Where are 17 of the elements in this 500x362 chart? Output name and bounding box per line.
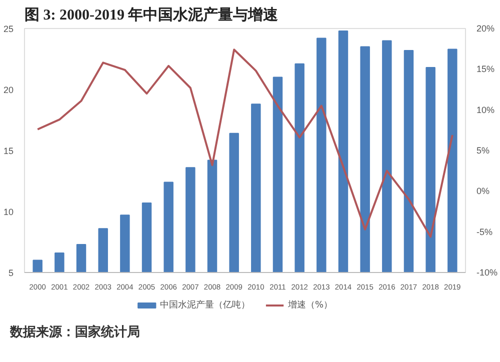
y-tick-label: 25 [3, 24, 14, 34]
y2-tick-label: 0% [476, 186, 490, 196]
legend-label: 中国水泥产量（亿吨） [160, 300, 250, 310]
y-tick-label: 15 [3, 146, 14, 156]
y-tick-label: 10 [3, 207, 14, 217]
y2-tick-label: 5% [476, 146, 490, 156]
y2-tick-label: -5% [476, 226, 493, 237]
chart-title: 图 3: 2000-2019 年中国水泥产量与增速 [24, 6, 280, 24]
y-tick-label: 20 [3, 85, 14, 95]
legend-label: 增速（%） [286, 300, 333, 310]
y2-tick-label: 15% [476, 64, 495, 74]
source-note: 数据来源：国家统计局 [10, 323, 140, 341]
y-tick-label: 5 [8, 268, 14, 278]
y2-tick-label: 20% [476, 24, 495, 34]
y2-tick-label: 10% [476, 104, 495, 115]
y2-tick-label: -10% [476, 268, 498, 278]
line-series [36, 48, 454, 238]
